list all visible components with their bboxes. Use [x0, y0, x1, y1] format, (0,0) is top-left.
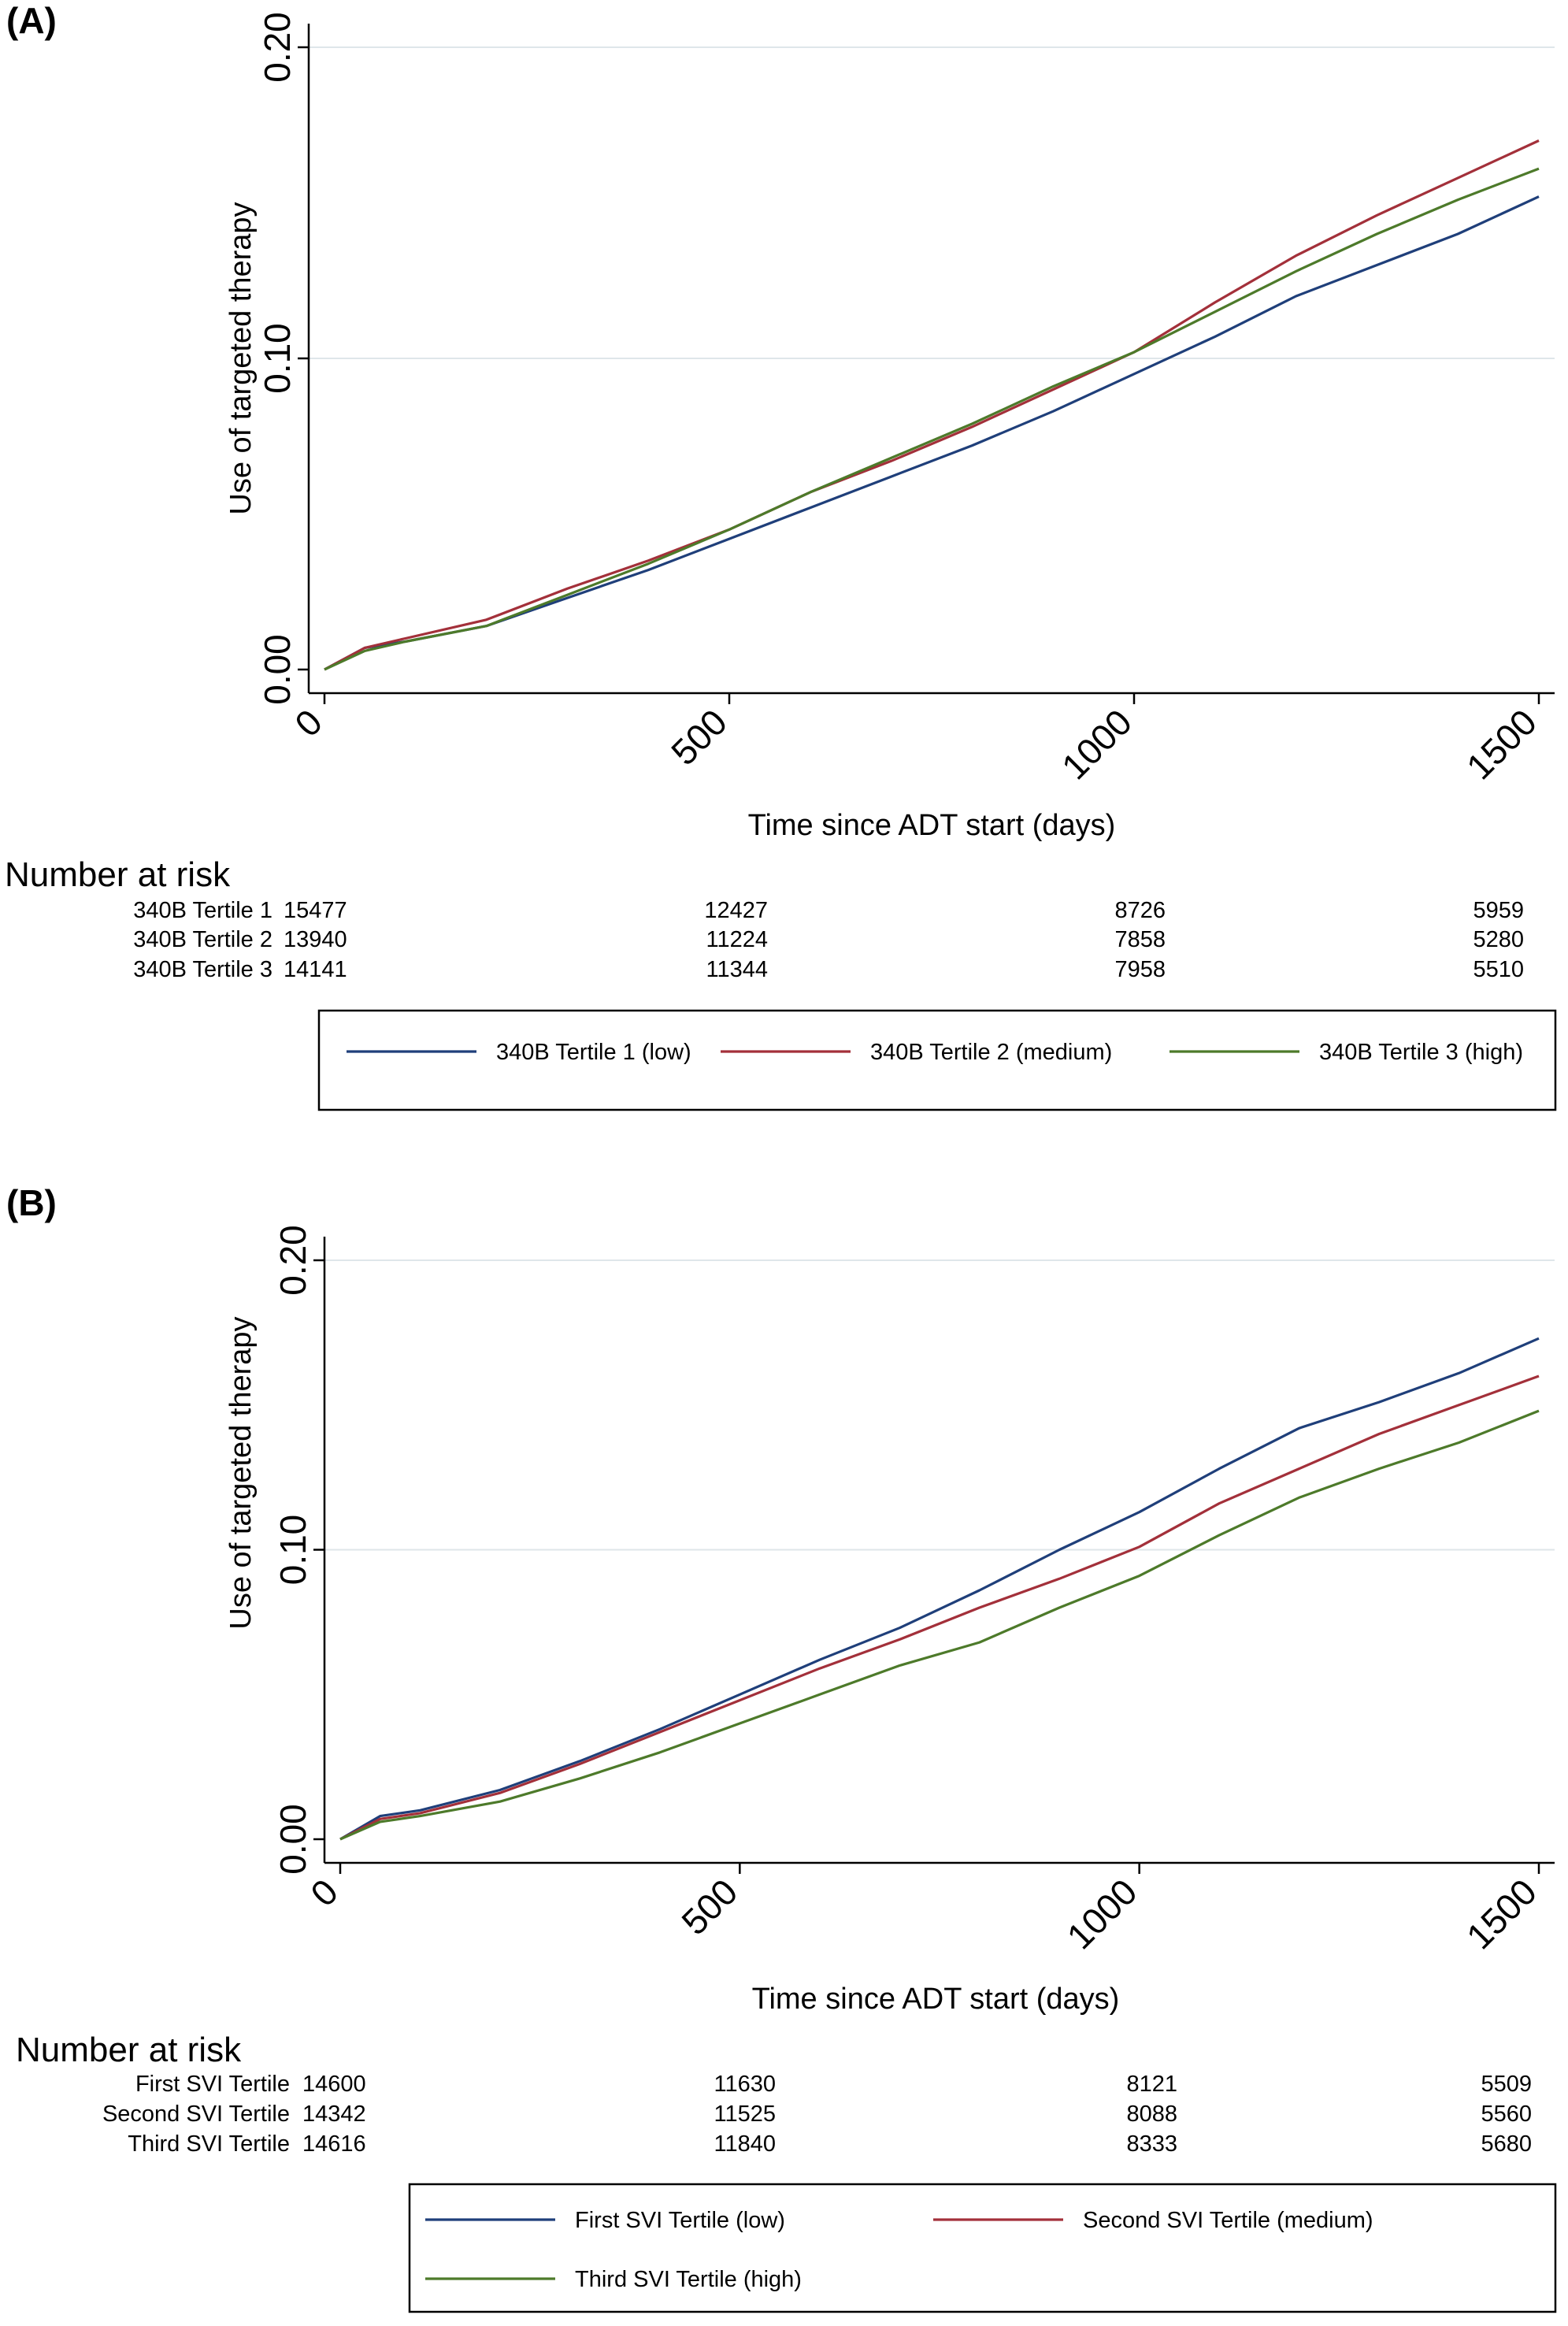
risk-value: 11224 [706, 927, 769, 952]
risk-value: 8121 [1126, 2072, 1177, 2097]
series-line-3 [339, 1409, 1540, 1841]
risk-value: 5680 [1481, 2131, 1532, 2157]
legend-label-1: First SVI Tertile (low) [575, 2208, 785, 2233]
risk-row-label: 340B Tertile 3 [133, 957, 272, 982]
risk-row-label: 340B Tertile 1 [133, 898, 272, 923]
risk-value: 12427 [704, 898, 768, 923]
x-tick-label: 500 [673, 1871, 745, 1942]
x-axis-title: Time since ADT start (days) [748, 809, 1116, 842]
y-tick-label: 0.10 [272, 1515, 313, 1586]
y-tick-label: 0.00 [272, 1804, 313, 1875]
series-line-3 [324, 167, 1540, 671]
panel-a: (A) 0.00 0.10 0.20 0 500 1000 1500 Use of target… [5, 0, 1557, 1111]
legend-box [317, 1009, 1557, 1111]
legend-label-3: Third SVI Tertile (high) [575, 2267, 802, 2292]
risk-row-label: Third SVI Tertile [128, 2131, 290, 2157]
y-tick-label: 0.20 [272, 1225, 313, 1296]
y-tick-label: 0.20 [257, 12, 298, 83]
x-tick-label: 0 [302, 1871, 346, 1914]
y-axis-title: Use of targeted therapy [224, 1316, 258, 1629]
risk-value: 14342 [302, 2102, 366, 2127]
risk-value: 8333 [1126, 2131, 1177, 2157]
series-line-2 [324, 139, 1540, 671]
panel-b: (B) 0.00 0.10 0.20 0 500 1000 1500 Use of target… [6, 1182, 1557, 2313]
y-axis-title: Use of targeted therapy [224, 202, 258, 514]
risk-value: 11525 [714, 2102, 777, 2127]
legend-label-2: Second SVI Tertile (medium) [1083, 2208, 1373, 2233]
risk-row-label: First SVI Tertile [135, 2072, 290, 2097]
legend-label-1: 340B Tertile 1 (low) [496, 1040, 691, 1065]
risk-table-title: Number at risk [5, 855, 231, 894]
risk-value: 5959 [1473, 898, 1524, 923]
x-tick-label: 500 [663, 701, 735, 773]
risk-value: 5509 [1481, 2072, 1532, 2097]
risk-value: 7958 [1114, 957, 1166, 982]
legend-label-3: 340B Tertile 3 (high) [1319, 1040, 1523, 1065]
risk-value: 7858 [1114, 927, 1166, 952]
y-tick-label: 0.10 [257, 323, 298, 394]
risk-value: 14616 [302, 2131, 366, 2157]
risk-value: 11630 [714, 2072, 777, 2097]
risk-table-title: Number at risk [16, 2031, 242, 2069]
risk-value: 5280 [1473, 927, 1524, 952]
risk-value: 8726 [1114, 898, 1166, 923]
panel-label: (B) [6, 1182, 57, 1223]
risk-value: 14600 [302, 2072, 366, 2097]
panel-label: (A) [6, 0, 57, 41]
legend-label-2: 340B Tertile 2 (medium) [870, 1040, 1112, 1065]
y-tick-label: 0.00 [257, 634, 298, 705]
x-tick-label: 1500 [1459, 1871, 1544, 1957]
risk-value: 11344 [706, 957, 769, 982]
risk-value: 5510 [1473, 957, 1524, 982]
x-axis-title: Time since ADT start (days) [752, 1983, 1120, 2016]
risk-value: 13940 [284, 927, 347, 952]
series-line-1 [324, 195, 1540, 671]
x-tick-label: 1500 [1459, 701, 1544, 787]
series-line-2 [339, 1374, 1540, 1841]
risk-value: 5560 [1481, 2102, 1532, 2127]
x-tick-label: 1000 [1059, 1871, 1145, 1957]
risk-value: 15477 [284, 898, 347, 923]
series-line-1 [339, 1337, 1540, 1841]
risk-value: 8088 [1126, 2102, 1177, 2127]
risk-value: 14141 [284, 957, 347, 982]
risk-row-label: Second SVI Tertile [102, 2102, 290, 2127]
risk-row-label: 340B Tertile 2 [133, 927, 272, 952]
x-tick-label: 1000 [1054, 701, 1140, 787]
x-tick-label: 0 [287, 701, 330, 744]
risk-value: 11840 [714, 2131, 777, 2157]
legend-box [408, 2183, 1557, 2313]
